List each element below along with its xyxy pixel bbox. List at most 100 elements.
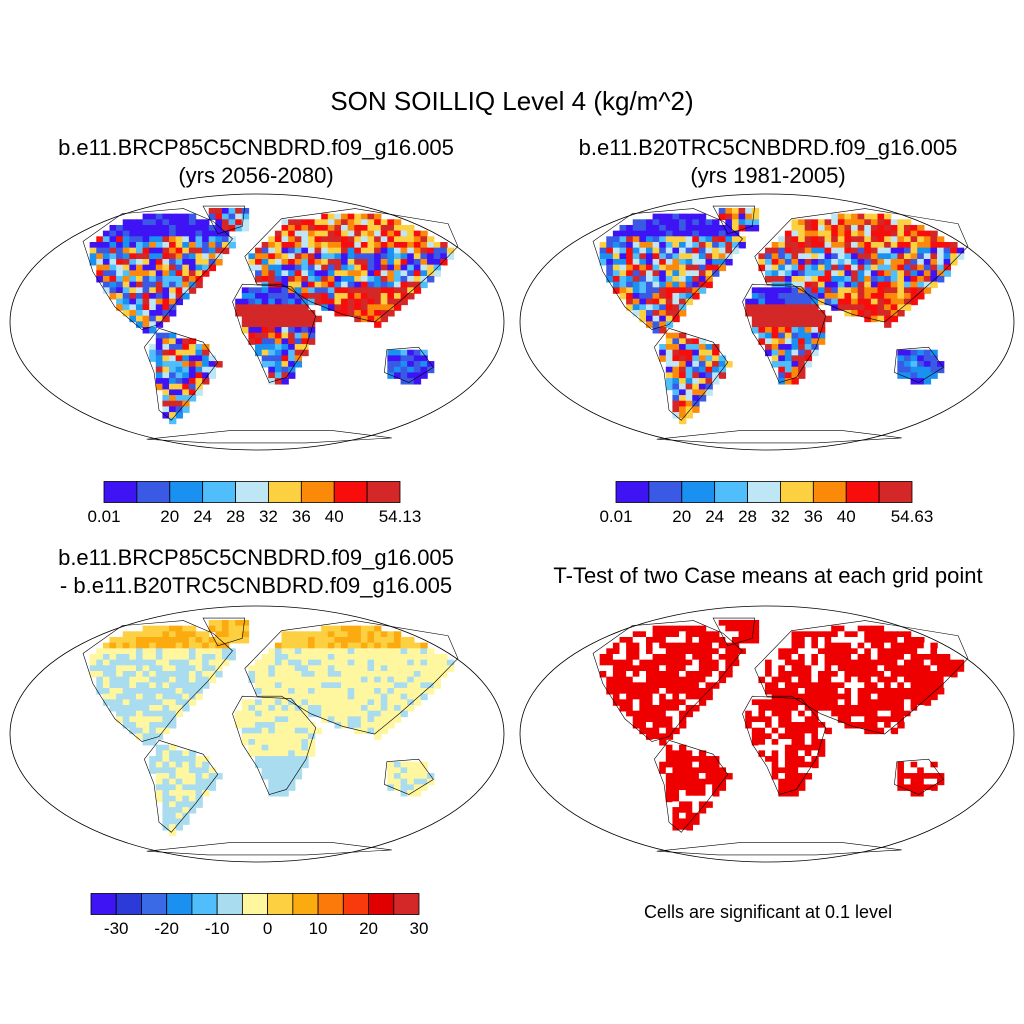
panel-1-title-line2: (yrs 2056-2080) <box>178 163 334 188</box>
map-difference <box>9 605 505 863</box>
colorbar-tick-label: 40 <box>324 507 344 526</box>
colorbar-swatch <box>368 893 395 915</box>
colorbar-tick-label: -30 <box>103 919 129 938</box>
map-case1 <box>9 193 505 451</box>
coastline-africa <box>232 695 317 795</box>
colorbar-swatch <box>241 893 269 915</box>
colorbar-tick-label: 28 <box>738 507 758 526</box>
coastline-eurasia <box>244 208 459 323</box>
colorbar-tick-label: 20 <box>160 507 180 526</box>
colorbar-tick-label: 20 <box>359 919 378 938</box>
panel-3-title-line1: b.e11.BRCP85C5CNBDRD.f09_g16.005 <box>58 545 454 570</box>
colorbar-case2: 0.01 20 24 28 32 36 40 54.63 <box>599 481 933 526</box>
land-cells <box>599 207 965 425</box>
figure-title: SON SOILLIQ Level 4 (kg/m^2) <box>330 86 694 116</box>
map-case2 <box>519 193 1015 451</box>
coastline-australia <box>894 758 944 795</box>
colorbar-difference: -30 -20 -10 0 10 20 30 <box>90 893 428 938</box>
colorbar-swatches <box>103 481 401 503</box>
coastline-samerica <box>143 327 219 421</box>
colorbar-swatch <box>166 893 193 915</box>
colorbar-tick-label: 40 <box>836 507 856 526</box>
coastline-samerica <box>653 739 729 833</box>
panel-3-title: b.e11.BRCP85C5CNBDRD.f09_g16.005 - b.e11… <box>0 544 512 600</box>
coastline-africa <box>742 283 827 383</box>
colorbar-swatch <box>216 893 243 915</box>
coastline-namerica <box>82 620 233 742</box>
colorbar-swatch <box>366 481 401 503</box>
colorbar-swatch <box>202 481 236 503</box>
coastline-namerica <box>82 208 233 330</box>
ttest-note: Cells are significant at 0.1 level <box>643 902 893 922</box>
colorbar-swatches <box>615 481 913 503</box>
coastline-greenland <box>202 617 246 647</box>
colorbar-swatch <box>103 481 138 503</box>
colorbar-swatch <box>169 481 204 503</box>
land-cells <box>89 207 455 425</box>
colorbar-swatch <box>812 481 847 503</box>
coastline-antarctica <box>656 430 902 444</box>
coastline-australia <box>384 758 434 795</box>
coastline-greenland <box>202 205 246 235</box>
coastline-africa <box>232 283 317 383</box>
colorbar-swatch <box>714 481 748 503</box>
colorbar-tick-label: 36 <box>803 507 823 526</box>
panel-1-title-line1: b.e11.BRCP85C5CNBDRD.f09_g16.005 <box>58 135 454 160</box>
coastline-eurasia <box>754 620 969 735</box>
coastline-australia <box>894 346 944 383</box>
colorbar-swatch <box>681 481 716 503</box>
colorbar-tick-label: 32 <box>770 507 790 526</box>
colorbar-swatch <box>342 893 369 915</box>
colorbar-swatch <box>292 893 319 915</box>
colorbar-swatch <box>267 893 294 915</box>
coastline-samerica <box>143 739 219 833</box>
colorbar-tick-label: 0.01 <box>599 507 633 526</box>
colorbar-swatch <box>317 893 344 915</box>
coastline-antarctica <box>656 842 902 856</box>
colorbar-swatch <box>191 893 218 915</box>
coastline-greenland <box>712 205 756 235</box>
coastline-eurasia <box>754 208 969 323</box>
colorbar-swatch <box>780 481 814 503</box>
colorbar-case1: 0.01 20 24 28 32 36 40 54.13 <box>87 481 421 526</box>
colorbar-tick-label: 32 <box>258 507 278 526</box>
colorbar-tick-label: 24 <box>705 507 725 526</box>
colorbar-swatch <box>648 481 683 503</box>
colorbar-tick-label: 20 <box>672 507 692 526</box>
panel-3-title-line2: - b.e11.B20TRC5CNBDRD.f09_g16.005 <box>59 573 453 598</box>
coastline-eurasia <box>244 620 459 735</box>
panel-2-title-line1: b.e11.B20TRC5CNBDRD.f09_g16.005 <box>578 135 958 160</box>
coastline-antarctica <box>146 842 392 856</box>
land-cells <box>89 619 455 837</box>
colorbar-swatches <box>90 893 420 915</box>
map-ttest <box>519 605 1015 863</box>
colorbar-tick-label: 24 <box>193 507 213 526</box>
colorbar-tick-label: 10 <box>308 919 328 938</box>
colorbar-swatch <box>615 481 650 503</box>
colorbar-swatch <box>115 893 142 915</box>
coastline-antarctica <box>146 430 392 444</box>
coastline-africa <box>742 695 827 795</box>
panel-4-title-line1: T-Test of two Case means at each grid po… <box>553 563 983 588</box>
coastline-namerica <box>592 208 743 330</box>
panel-2-title-line2: (yrs 1981-2005) <box>690 163 846 188</box>
coastline-australia <box>384 346 434 383</box>
coastline-samerica <box>653 327 729 421</box>
panel-2-title: b.e11.B20TRC5CNBDRD.f09_g16.005 (yrs 198… <box>512 134 1024 190</box>
panel-4-title: T-Test of two Case means at each grid po… <box>512 562 1024 590</box>
colorbar-tick-label: 0.01 <box>87 507 121 526</box>
colorbar-tick-label: 0 <box>262 919 273 938</box>
colorbar-swatch <box>90 893 117 915</box>
colorbar-tick-label: 54.63 <box>890 507 934 526</box>
colorbar-swatch <box>878 481 913 503</box>
colorbar-swatch <box>141 893 168 915</box>
colorbar-swatch <box>235 481 269 503</box>
colorbar-tick-label: -10 <box>204 919 230 938</box>
colorbar-swatch <box>845 481 880 503</box>
colorbar-swatch <box>136 481 171 503</box>
coastline-namerica <box>592 620 743 742</box>
colorbar-tick-label: 36 <box>291 507 311 526</box>
coastline-greenland <box>712 617 756 647</box>
colorbar-tick-label: 28 <box>226 507 246 526</box>
colorbar-tick-label: 54.13 <box>378 507 422 526</box>
